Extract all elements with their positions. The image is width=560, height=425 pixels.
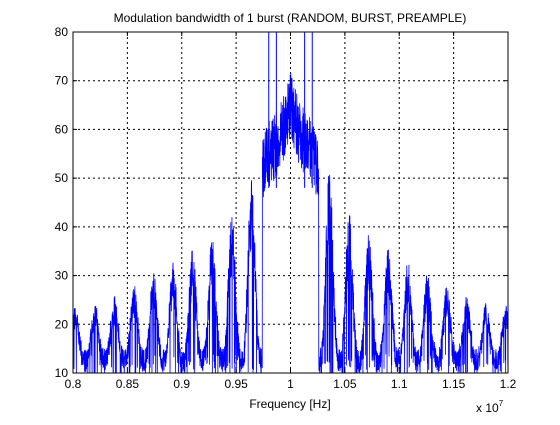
y-tick-label: 70 [55,74,69,88]
y-tick-labels: 10 20 30 40 50 60 70 80 [55,25,69,380]
grid-lines [73,32,508,373]
x-tick-label: 1.05 [333,377,357,391]
x-exponent-power: 7 [499,399,504,408]
y-tick-label: 50 [55,171,69,185]
y-tick-label: 80 [55,25,69,39]
x-axis-exponent: x 107 [476,399,504,415]
x-tick-label: 1 [287,377,294,391]
x-tick-label: 0.9 [173,377,190,391]
x-axis-label: Frequency [Hz] [249,397,330,411]
x-tick-label: 1.15 [442,377,466,391]
y-tick-label: 20 [55,317,69,331]
x-tick-label: 1.1 [391,377,408,391]
data-series [73,32,508,373]
x-exponent-base: x 10 [476,401,499,415]
y-tick-label: 10 [55,366,69,380]
y-tick-label: 30 [55,269,69,283]
axis-ticks [72,31,509,374]
x-tick-label: 0.8 [65,377,82,391]
spectrum-series-line [73,72,508,373]
y-tick-label: 60 [55,122,69,136]
y-tick-label: 40 [55,220,69,234]
x-tick-label: 0.95 [224,377,248,391]
x-tick-label: 1.2 [500,377,517,391]
chart-title: Modulation bandwidth of 1 burst (RANDOM,… [114,11,467,25]
x-tick-labels: 0.8 0.85 0.9 0.95 1 1.05 1.1 1.15 1.2 [65,377,517,391]
x-tick-label: 0.85 [116,377,140,391]
